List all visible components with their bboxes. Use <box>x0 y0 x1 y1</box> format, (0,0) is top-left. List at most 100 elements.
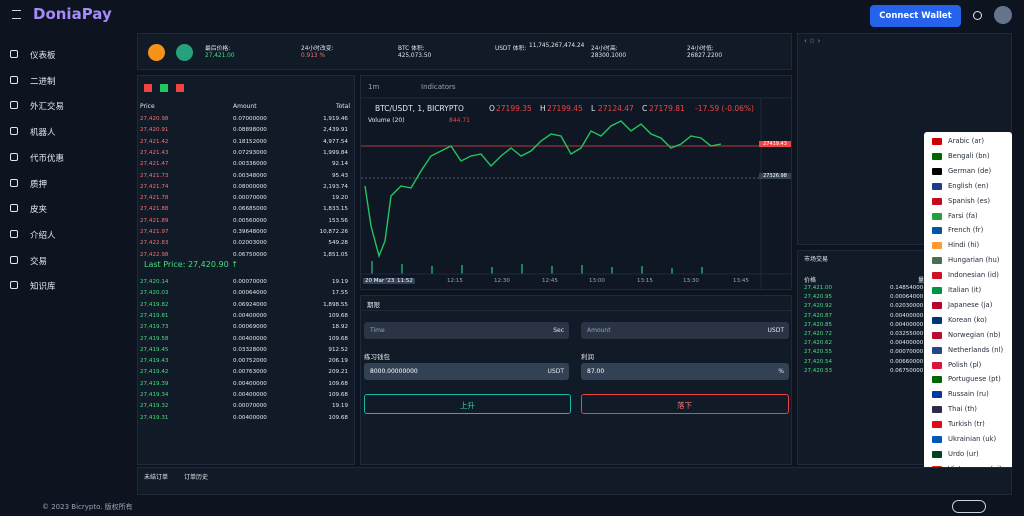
language-option[interactable]: Hungarian (hu) <box>924 254 1012 267</box>
cell: 27,419.39 <box>140 380 169 387</box>
language-option[interactable]: Norwegian (nb) <box>924 329 1012 342</box>
cell: 27,419.31 <box>140 414 169 421</box>
language-option[interactable]: French (fr) <box>924 224 1012 237</box>
view-icon[interactable] <box>176 84 184 92</box>
bid-row[interactable]: 27,419.73 0.00069000 18.92 <box>138 322 352 333</box>
ask-row[interactable]: 27,421.78 0.00070000 19.20 <box>138 193 352 204</box>
cell: 206.19 <box>328 358 348 365</box>
profit-input[interactable]: 87.00% <box>581 363 789 380</box>
ask-row[interactable]: 27,420.91 0.08898000 2,439.91 <box>138 125 352 136</box>
bid-row[interactable]: 27,419.58 0.00400000 109.68 <box>138 334 352 345</box>
bid-row[interactable]: 27,419.39 0.00400000 109.68 <box>138 379 352 390</box>
language-option[interactable]: Thai (th) <box>924 403 1012 416</box>
bid-row[interactable]: 27,419.81 0.00400000 109.68 <box>138 311 352 322</box>
language-option[interactable]: Italian (it) <box>924 284 1012 297</box>
language-option[interactable]: Farsi (fa) <box>924 210 1012 223</box>
wallet-input[interactable]: 8000.00000000 USDT <box>364 363 569 380</box>
language-option[interactable]: Turkish (tr) <box>924 418 1012 431</box>
ask-row[interactable]: 27,422.98 0.06750000 1,851.05 <box>138 250 352 261</box>
language-option[interactable]: Hindi (hi) <box>924 239 1012 252</box>
cell: 95.43 <box>331 172 348 179</box>
language-option[interactable]: Polish (pl) <box>924 359 1012 372</box>
flag <box>932 212 942 220</box>
cell: 109.68 <box>328 392 348 398</box>
language-option[interactable]: Portuguese (pt) <box>924 373 1012 386</box>
sidebar-item[interactable]: 皮夹 <box>10 202 130 216</box>
flag <box>932 361 942 369</box>
ask-row[interactable]: 27,421.43 0.07293000 1,999.84 <box>138 148 352 159</box>
language-option[interactable]: Russain (ru) <box>924 388 1012 401</box>
sidebar-item[interactable]: 仪表板 <box>10 48 130 62</box>
language-option[interactable]: Korean (ko) <box>924 314 1012 327</box>
tab[interactable]: 订单历史 <box>184 474 209 481</box>
sidebar-item[interactable]: 知识库 <box>10 279 130 293</box>
nav-arrows[interactable]: ‹ ☆ › <box>804 37 821 45</box>
language-label: Portuguese (pt) <box>948 375 1001 384</box>
bid-row[interactable]: 27,420.03 0.00064000 17.55 <box>138 288 352 299</box>
language-option[interactable]: Bengali (bn) <box>924 150 1012 163</box>
fall-button[interactable]: 落下 <box>581 394 789 414</box>
bid-row[interactable]: 27,419.31 0.00400000 109.68 <box>138 413 352 424</box>
flag <box>932 331 942 339</box>
menu-toggle[interactable] <box>12 10 21 19</box>
tab[interactable]: 期限 <box>367 301 380 309</box>
ask-row[interactable]: 27,421.42 0.18152000 4,977.54 <box>138 137 352 148</box>
time-label: 12:30 <box>494 278 510 284</box>
flag <box>932 391 942 399</box>
avatar[interactable] <box>994 6 1012 24</box>
bid-row[interactable]: 27,419.42 0.00763000 209.21 <box>138 367 352 378</box>
sidebar-item[interactable]: 质押 <box>10 177 130 191</box>
language-option[interactable]: Ukrainian (uk) <box>924 433 1012 446</box>
cell: 27,419.45 <box>140 346 169 353</box>
sidebar-item[interactable]: 机器人 <box>10 125 130 139</box>
connect-wallet-button[interactable]: Connect Wallet <box>870 5 961 27</box>
tab[interactable]: 市场交易 <box>804 256 829 263</box>
input-text: 87.00 <box>587 368 605 375</box>
sidebar-item[interactable]: 外汇交易 <box>10 99 130 113</box>
language-selector[interactable] <box>952 500 986 513</box>
language-option[interactable]: Spanish (es) <box>924 195 1012 208</box>
bid-row[interactable]: 27,419.82 0.06924000 1,898.55 <box>138 300 352 311</box>
rise-button[interactable]: 上升 <box>364 394 571 414</box>
language-option[interactable]: German (de) <box>924 165 1012 178</box>
tab[interactable]: 未结订单 <box>144 474 169 481</box>
bid-row[interactable]: 27,419.32 0.00070000 19.19 <box>138 401 352 412</box>
language-option[interactable]: Netherlands (nl) <box>924 344 1012 357</box>
bid-row[interactable]: 27,419.45 0.03328000 912.52 <box>138 345 352 356</box>
language-option[interactable]: Indonesian (id) <box>924 269 1012 282</box>
sidebar-item[interactable]: 介绍人 <box>10 228 130 242</box>
flag <box>932 346 942 354</box>
ask-row[interactable]: 27,421.88 0.06685000 1,833.15 <box>138 204 352 215</box>
bid-row[interactable]: 27,420.14 0.00070000 19.19 <box>138 277 352 288</box>
ask-row[interactable]: 27,421.97 0.39648000 10,872.26 <box>138 227 352 238</box>
ask-row[interactable]: 27,420.98 0.07000000 1,919.46 <box>138 114 352 125</box>
ohlc-key: O <box>489 104 495 113</box>
interval[interactable]: 1m <box>368 83 380 91</box>
logo[interactable]: DoniaPay <box>33 5 112 23</box>
ask-row[interactable]: 27,421.73 0.00348000 95.43 <box>138 171 352 182</box>
time-label: 13:30 <box>683 278 699 284</box>
amount-input[interactable]: Amount USDT <box>581 322 789 339</box>
language-option[interactable]: English (en) <box>924 180 1012 193</box>
language-option[interactable]: Japanese (ja) <box>924 299 1012 312</box>
view-icon[interactable] <box>144 84 152 92</box>
ask-row[interactable]: 27,421.74 0.08000000 2,193.74 <box>138 182 352 193</box>
language-option[interactable]: Urdo (ur) <box>924 448 1012 461</box>
indicators-button[interactable]: Indicators <box>421 83 456 91</box>
language-option[interactable]: Arabic (ar) <box>924 135 1012 148</box>
view-icon[interactable] <box>160 84 168 92</box>
ask-row[interactable]: 27,421.89 0.00560000 153.56 <box>138 216 352 227</box>
ask-row[interactable]: 27,421.47 0.00336000 92.14 <box>138 159 352 170</box>
time-input[interactable]: Time Sec <box>364 322 569 339</box>
bid-row[interactable]: 27,419.43 0.00752000 206.19 <box>138 356 352 367</box>
sidebar-item[interactable]: 代币优惠 <box>10 151 130 165</box>
sidebar-item[interactable]: 交易 <box>10 254 130 268</box>
bid-row[interactable]: 27,419.34 0.00400000 109.68 <box>138 390 352 401</box>
cell: 27,419.73 <box>140 324 169 331</box>
theme-toggle[interactable] <box>973 11 982 20</box>
sidebar-item[interactable]: 二进制 <box>10 74 130 88</box>
trade-amount: 0.00660000 <box>890 358 924 365</box>
trade-price: 27,420.53 <box>804 367 832 374</box>
ask-row[interactable]: 27,422.83 0.02003000 549.28 <box>138 238 352 249</box>
flag <box>932 197 942 205</box>
